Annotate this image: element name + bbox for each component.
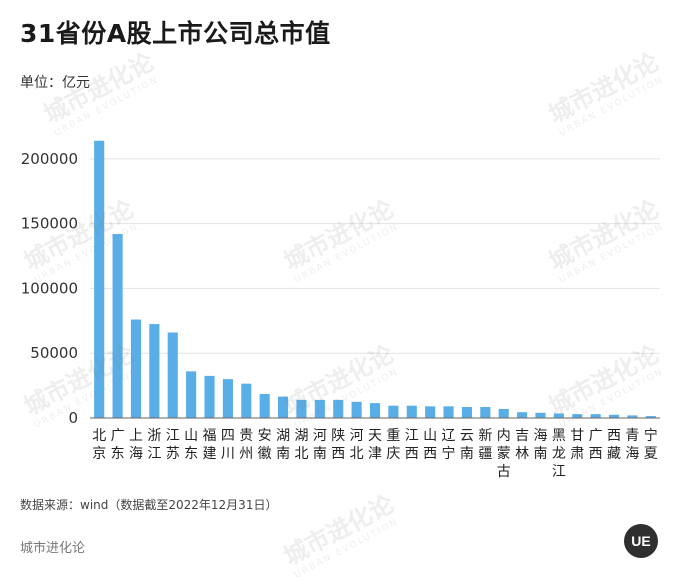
y-tick-label: 150000 — [21, 215, 78, 233]
x-tick-label: 江西 — [405, 428, 419, 462]
bar — [167, 332, 178, 418]
x-tick-label: 安徽 — [258, 428, 272, 462]
bar — [572, 414, 583, 418]
x-tick-label: 上海 — [129, 428, 143, 462]
x-tick-label: 宁夏 — [644, 427, 658, 462]
ue-logo: UE — [624, 524, 658, 558]
bar — [186, 371, 197, 418]
bar — [351, 401, 362, 418]
brand-name: 城市进化论 — [20, 541, 86, 556]
bar — [590, 414, 601, 418]
bar — [278, 396, 289, 418]
y-tick-label: 0 — [68, 409, 78, 427]
x-tick-label: 四川 — [221, 428, 235, 462]
x-tick-label: 吉林 — [515, 428, 529, 462]
x-tick-label: 黑龙江 — [552, 428, 566, 480]
x-tick-label: 广东 — [111, 428, 125, 462]
bar — [94, 140, 105, 418]
x-tick-label: 重庆 — [386, 428, 400, 462]
bar — [498, 408, 509, 418]
bar — [112, 234, 123, 418]
x-tick-label: 山西 — [423, 428, 437, 462]
bar — [149, 324, 160, 418]
x-tick-label: 青海 — [625, 428, 639, 462]
bar — [406, 405, 417, 418]
bar — [553, 413, 564, 418]
source-note: 数据来源：wind（数据截至2022年12月31日） — [20, 498, 278, 512]
x-tick-label: 新疆 — [478, 428, 492, 462]
bar — [645, 416, 656, 418]
bar — [296, 399, 307, 418]
bar — [443, 406, 454, 418]
x-tick-label: 河北 — [350, 428, 364, 462]
bar — [535, 412, 546, 418]
watermark: 城市进化论 URBAN EVOLUTION — [279, 489, 401, 581]
bar — [259, 394, 270, 418]
x-tick-label: 广西 — [589, 428, 603, 462]
x-tick-label: 西藏 — [607, 428, 621, 462]
bar — [480, 406, 491, 418]
x-tick-label: 海南 — [533, 428, 547, 462]
x-tick-label: 辽宁 — [442, 428, 456, 462]
bar — [388, 405, 399, 418]
x-tick-label: 湖南 — [276, 428, 290, 462]
y-tick-label: 200000 — [21, 150, 78, 168]
unit-label: 单位：亿元 — [20, 75, 90, 91]
bar — [130, 319, 142, 418]
bar — [517, 412, 528, 418]
bar — [627, 415, 638, 418]
x-tick-label: 云南 — [460, 428, 474, 462]
x-tick-label: 陕西 — [331, 428, 345, 462]
bar — [204, 375, 215, 418]
bar-chart: 0 50000 100000 150000 200000 北京广东上海浙江江苏山东福建四川… — [21, 140, 660, 480]
bar — [461, 406, 472, 418]
x-tick-label: 天津 — [368, 428, 382, 462]
x-tick-label: 北京 — [92, 428, 106, 462]
bar — [241, 383, 252, 418]
x-tick-label: 贵州 — [239, 428, 253, 462]
x-tick-label: 内蒙古 — [497, 428, 511, 480]
x-tick-label: 江苏 — [166, 428, 180, 462]
bar — [608, 414, 620, 418]
y-tick-label: 100000 — [21, 279, 78, 297]
bar — [333, 399, 344, 418]
bar — [314, 399, 325, 418]
y-tick-label: 50000 — [30, 344, 78, 362]
x-tick-label: 山东 — [184, 428, 198, 462]
bar — [369, 403, 381, 418]
bar — [425, 406, 436, 418]
x-tick-label: 湖北 — [294, 428, 308, 462]
x-tick-label: 河南 — [313, 428, 327, 462]
x-tick-label: 福建 — [203, 428, 217, 462]
bar — [222, 379, 233, 418]
x-tick-label: 甘肃 — [570, 428, 584, 462]
x-tick-label: 浙江 — [147, 428, 161, 462]
chart-title: 31省份A股上市公司总市值 — [20, 19, 331, 48]
